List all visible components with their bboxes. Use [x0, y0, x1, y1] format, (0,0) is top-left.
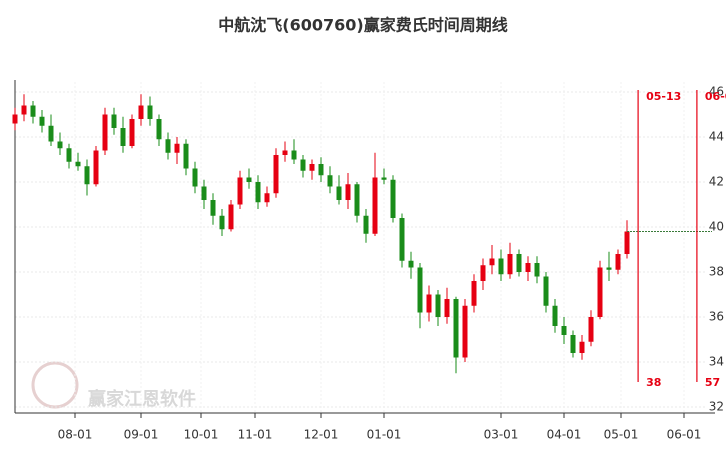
candle-body — [606, 267, 612, 270]
candle-body — [435, 294, 441, 317]
candle-body — [354, 184, 360, 216]
watermark-logo — [31, 361, 79, 409]
candle-body — [66, 148, 72, 162]
candle-body — [597, 267, 603, 317]
candle-body — [291, 150, 297, 160]
candle-body — [318, 164, 324, 176]
candle-body — [12, 114, 18, 124]
candle-body — [363, 215, 369, 234]
y-tick-label: 42 — [709, 175, 724, 189]
candle-body — [381, 177, 387, 180]
y-tick-label: 34 — [709, 355, 724, 369]
cycle-count: 38 — [646, 376, 661, 389]
candle-body — [39, 116, 45, 126]
y-tick-label: 46 — [709, 85, 724, 99]
candle-body — [192, 168, 198, 187]
y-tick-label: 40 — [709, 220, 724, 234]
candle-body — [273, 155, 279, 194]
candle-body — [93, 150, 99, 185]
candle-body — [57, 141, 63, 149]
candle-body — [345, 184, 351, 200]
candle-body — [561, 326, 567, 335]
x-tick-label: 04-01 — [547, 428, 582, 442]
candle-body — [624, 231, 630, 254]
chart-title: 中航沈飞(600760)赢家费氏时间周期线 — [218, 16, 507, 35]
y-tick-label: 38 — [709, 265, 724, 279]
candle-body — [174, 143, 180, 153]
candle-body — [588, 317, 594, 342]
candle-body — [579, 341, 585, 353]
candle-body — [138, 105, 144, 119]
x-tick-label: 09-01 — [124, 428, 159, 442]
cycle-date: 06-0 — [705, 90, 726, 103]
y-tick-label: 36 — [709, 310, 724, 324]
watermark: 赢家江恩软件 — [31, 361, 196, 410]
candle-body — [552, 305, 558, 326]
candle-body — [543, 276, 549, 306]
candle-body — [219, 215, 225, 230]
candle-body — [102, 114, 108, 151]
candle-body — [327, 175, 333, 187]
candle-body — [390, 179, 396, 218]
x-tick-label: 11-01 — [238, 428, 273, 442]
candle-body — [156, 119, 162, 140]
candle-body — [489, 258, 495, 266]
candle-body — [129, 119, 135, 146]
candle-body — [444, 299, 450, 317]
y-tick-label: 32 — [709, 400, 724, 414]
candle-body — [372, 177, 378, 234]
watermark-text: 赢家江恩软件 — [88, 388, 196, 410]
candle-body — [309, 164, 315, 171]
x-tick-label: 08-01 — [58, 428, 93, 442]
candle-body — [246, 177, 252, 182]
candle-body — [525, 263, 531, 272]
candle-body — [426, 294, 432, 313]
candle-body — [255, 182, 261, 203]
x-tick-label: 12-01 — [304, 428, 339, 442]
x-tick-label: 10-01 — [184, 428, 219, 442]
y-tick-label: 44 — [709, 130, 724, 144]
candle-body — [210, 200, 216, 216]
candle-body — [75, 161, 81, 167]
candle-body — [228, 204, 234, 230]
x-tick-label: 05-01 — [604, 428, 639, 442]
cycle-count: 57 — [705, 376, 720, 389]
candle-body — [264, 193, 270, 203]
candle-body — [453, 299, 459, 358]
candle-body — [237, 177, 243, 205]
candle-body — [165, 139, 171, 153]
candle-body — [480, 265, 486, 281]
candle-body — [615, 254, 621, 270]
candle-body — [534, 263, 540, 277]
candle-body — [48, 125, 54, 142]
candle-body — [417, 267, 423, 313]
candle-body — [408, 260, 414, 268]
x-tick-label: 01-01 — [367, 428, 402, 442]
candle-body — [201, 186, 207, 200]
candle-body — [183, 143, 189, 169]
candle-body — [21, 105, 27, 115]
cycle-date: 05-13 — [646, 90, 681, 103]
candle-body — [516, 254, 522, 272]
candle-body — [120, 128, 126, 146]
candle-body — [30, 105, 36, 117]
candle-body — [498, 258, 504, 275]
candle-body — [84, 166, 90, 185]
candle-body — [336, 186, 342, 200]
candle-body — [570, 335, 576, 353]
candle-body — [462, 305, 468, 358]
candle-body — [507, 254, 513, 275]
candle-body — [300, 159, 306, 171]
candle-body — [471, 281, 477, 306]
x-tick-label: 06-01 — [667, 428, 702, 442]
candle-body — [111, 114, 117, 128]
candle-body — [282, 150, 288, 155]
x-tick-label: 03-01 — [484, 428, 519, 442]
candle-body — [147, 105, 153, 119]
candle-body — [399, 218, 405, 261]
